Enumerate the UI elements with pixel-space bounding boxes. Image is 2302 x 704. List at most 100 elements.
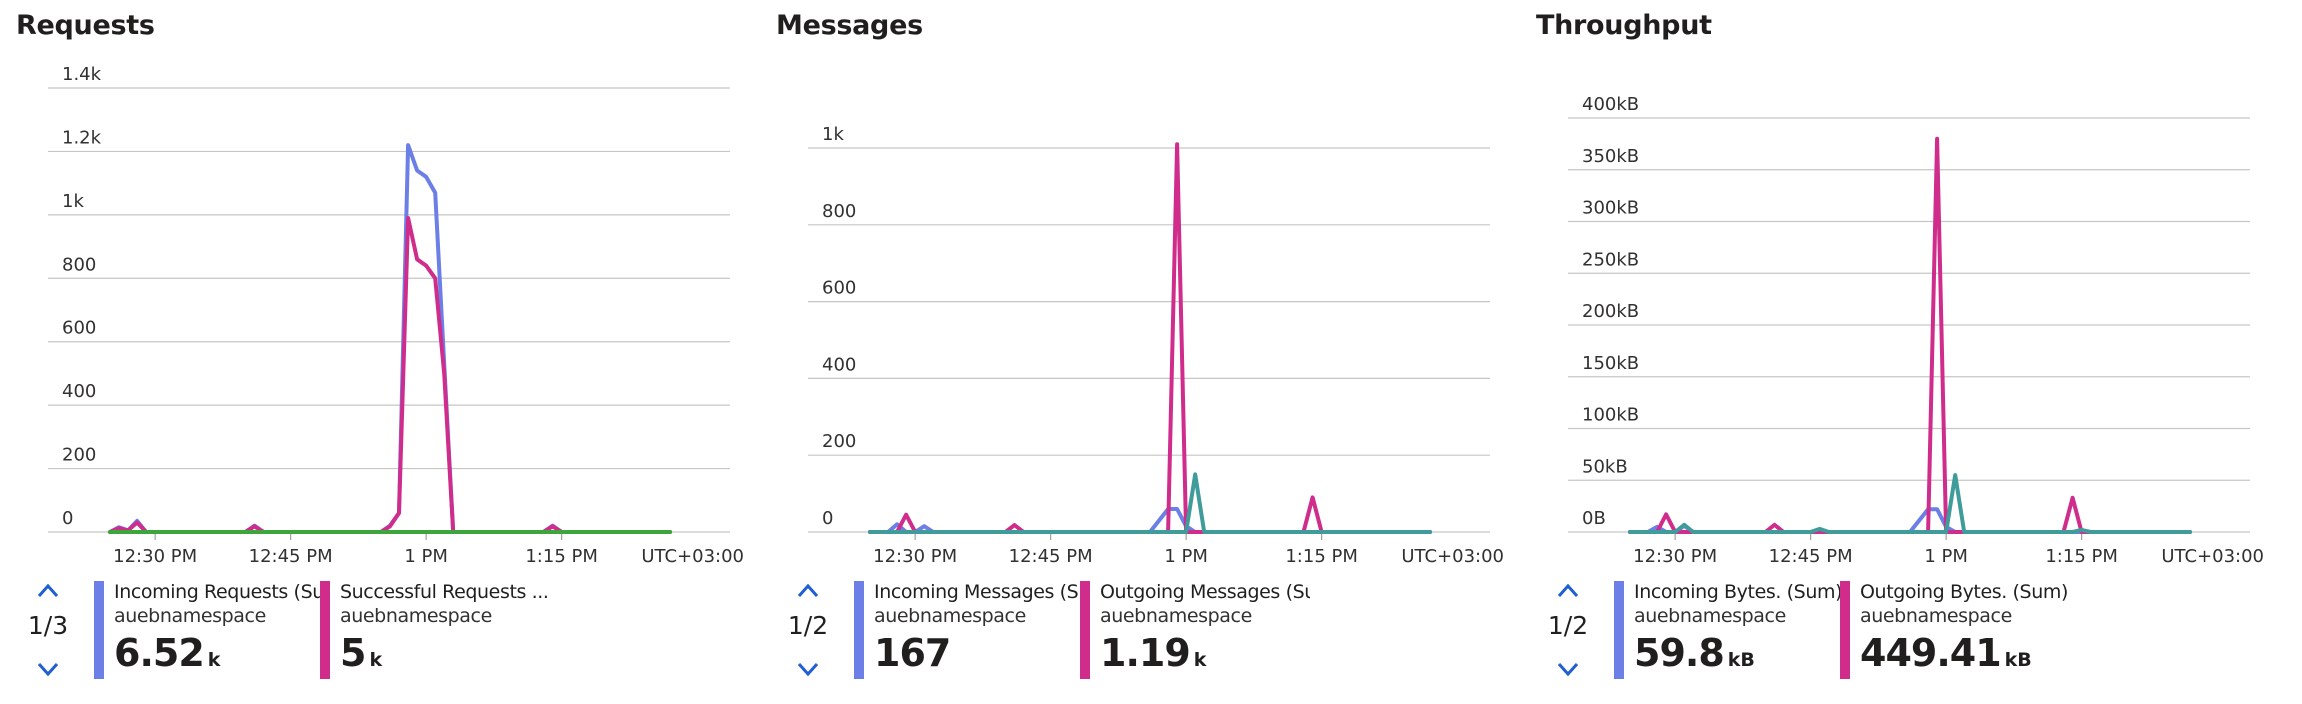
y-tick-label: 300kB	[1582, 198, 1639, 219]
chevron-up-icon[interactable]	[796, 581, 820, 601]
y-tick-label: 1.2k	[62, 127, 102, 148]
series-line-2	[868, 142, 1432, 534]
chevron-up-icon[interactable]	[1556, 581, 1580, 601]
y-tick-label: 600	[62, 318, 96, 339]
series-line-2	[108, 216, 672, 534]
legend-unit: kB	[2004, 649, 2032, 671]
legend: 1/3 Incoming Requests (Sum) auebnamespac…	[0, 575, 760, 695]
panel-title: Requests	[16, 10, 155, 41]
y-tick-label: 150kB	[1582, 353, 1639, 374]
x-tick-label: 1 PM	[1164, 546, 1208, 567]
legend-pager: 1/2	[778, 581, 838, 681]
x-tick-label: 1:15 PM	[1285, 546, 1358, 567]
x-tick-label: 12:45 PM	[1769, 546, 1853, 567]
legend-value: 5	[340, 631, 366, 675]
x-tick-label: 1 PM	[1924, 546, 1968, 567]
series-line-1	[1628, 507, 2192, 534]
chevron-down-icon[interactable]	[1556, 659, 1580, 679]
y-tick-label: 50kB	[1582, 456, 1628, 477]
pager-label: 1/2	[1547, 611, 1589, 640]
legend-color-bar	[1080, 581, 1090, 679]
y-tick-label: 0B	[1582, 508, 1606, 529]
legend-pager: 1/2	[1538, 581, 1598, 681]
legend-unit: k	[369, 649, 383, 671]
x-tick-label: 1:15 PM	[525, 546, 598, 567]
series-line-2	[1628, 136, 2192, 534]
legend-resource: auebnamespace	[1634, 605, 1786, 627]
series-line-3	[1628, 473, 2192, 534]
y-tick-label: 400	[822, 354, 856, 375]
x-tick-label: 12:30 PM	[113, 546, 197, 567]
requests-chart[interactable]: 0 200 400 600 800 1k 1.2k 1.4k 12:30 PM 12:45 PM 1…	[0, 0, 760, 575]
timezone-label: UTC+03:00	[2161, 546, 2264, 567]
timezone-label: UTC+03:00	[1401, 546, 1504, 567]
timezone-label: UTC+03:00	[641, 546, 744, 567]
x-tick-label: 12:30 PM	[1633, 546, 1717, 567]
y-tick-label: 600	[822, 278, 856, 299]
legend-item-outgoing-messages[interactable]: Outgoing Messages (Sum) auebnamespace 1.…	[1080, 581, 1310, 681]
legend-color-bar	[94, 581, 104, 679]
legend-series-name: Incoming Requests (Sum)	[114, 581, 324, 603]
y-tick-label: 0	[822, 508, 833, 529]
y-tick-label: 200	[822, 431, 856, 452]
legend-value: 6.52	[114, 631, 205, 675]
legend-color-bar	[320, 581, 330, 679]
legend-series-name: Successful Requests ...	[340, 581, 549, 603]
throughput-panel: Throughput 0B 50kB 100kB 150kB 200kB 250kB 300…	[1520, 0, 2280, 704]
x-tick-label: 12:45 PM	[1009, 546, 1093, 567]
y-tick-label: 350kB	[1582, 146, 1639, 167]
legend-series-name: Incoming Messages (Sum)	[874, 581, 1084, 603]
legend-series-name: Incoming Bytes. (Sum)	[1634, 581, 1843, 603]
legend-series-name: Outgoing Messages (Sum)	[1100, 581, 1310, 603]
legend-value: 59.8	[1634, 631, 1725, 675]
legend: 1/2 Incoming Messages (Sum) auebnamespac…	[760, 575, 1520, 695]
throughput-chart[interactable]: 0B 50kB 100kB 150kB 200kB 250kB 300kB 350kB 400k…	[1520, 0, 2280, 575]
legend-item-incoming-bytes[interactable]: Incoming Bytes. (Sum) auebnamespace 59.8…	[1614, 581, 1842, 681]
legend: 1/2 Incoming Bytes. (Sum) auebnamespace …	[1520, 575, 2280, 695]
legend-color-bar	[854, 581, 864, 679]
x-tick-label: 12:45 PM	[249, 546, 333, 567]
y-tick-label: 100kB	[1582, 405, 1639, 426]
messages-chart[interactable]: 0 200 400 600 800 1k 12:30 PM 12:45 PM 1 PM 1:15 …	[760, 0, 1520, 575]
legend-resource: auebnamespace	[1860, 605, 2012, 627]
y-tick-label: 800	[62, 254, 96, 275]
legend-unit: k	[207, 649, 221, 671]
y-tick-label: 200	[62, 445, 96, 466]
legend-resource: auebnamespace	[340, 605, 492, 627]
legend-resource: auebnamespace	[114, 605, 266, 627]
pager-label: 1/3	[27, 611, 69, 640]
series-line-1	[108, 143, 672, 534]
y-tick-label: 1.4k	[62, 64, 102, 85]
panel-title: Throughput	[1536, 10, 1712, 41]
panel-title: Messages	[776, 10, 923, 41]
legend-resource: auebnamespace	[874, 605, 1026, 627]
legend-value: 167	[874, 631, 951, 675]
pager-label: 1/2	[787, 611, 829, 640]
y-tick-label: 250kB	[1582, 249, 1639, 270]
legend-pager: 1/3	[18, 581, 78, 681]
messages-panel: Messages 0 200 400 600 800 1k 12:30 PM 12:45 PM…	[760, 0, 1520, 704]
legend-color-bar	[1614, 581, 1624, 679]
x-tick-label: 1:15 PM	[2045, 546, 2118, 567]
legend-item-incoming-requests[interactable]: Incoming Requests (Sum) auebnamespace 6.…	[94, 581, 324, 681]
y-tick-label: 400	[62, 381, 96, 402]
legend-color-bar	[1840, 581, 1850, 679]
y-tick-label: 800	[822, 201, 856, 222]
legend-item-outgoing-bytes[interactable]: Outgoing Bytes. (Sum) auebnamespace 449.…	[1840, 581, 2068, 681]
legend-unit: k	[1193, 649, 1207, 671]
chevron-down-icon[interactable]	[796, 659, 820, 679]
y-tick-label: 0	[62, 508, 73, 529]
x-tick-label: 1 PM	[404, 546, 448, 567]
legend-resource: auebnamespace	[1100, 605, 1252, 627]
y-tick-label: 1k	[62, 191, 84, 212]
y-tick-label: 1k	[822, 124, 844, 145]
chevron-up-icon[interactable]	[36, 581, 60, 601]
legend-item-incoming-messages[interactable]: Incoming Messages (Sum) auebnamespace 16…	[854, 581, 1084, 681]
legend-series-name: Outgoing Bytes. (Sum)	[1860, 581, 2068, 603]
y-tick-label: 400kB	[1582, 94, 1639, 115]
legend-value: 449.41	[1860, 631, 2002, 675]
chevron-down-icon[interactable]	[36, 659, 60, 679]
legend-unit: kB	[1727, 649, 1755, 671]
requests-panel: Requests 0 200 400 600 800 1k 1.2k 1.4k 12:30 PM…	[0, 0, 760, 704]
